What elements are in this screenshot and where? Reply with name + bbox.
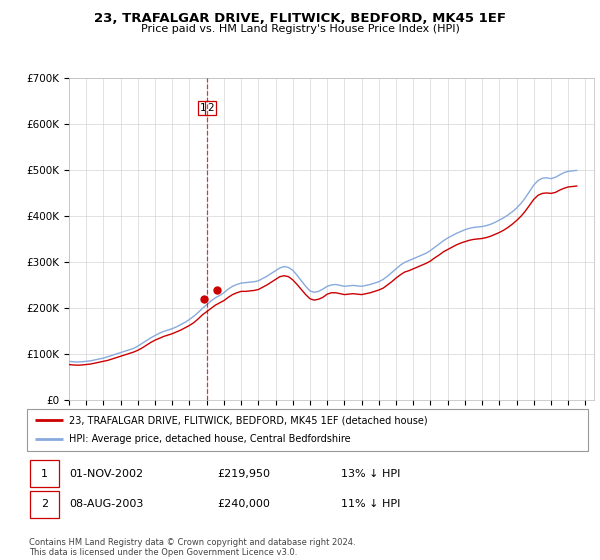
Bar: [30, 460, 59, 487]
Text: 08-AUG-2003: 08-AUG-2003: [69, 500, 143, 510]
Text: 01-NOV-2002: 01-NOV-2002: [69, 469, 143, 479]
Text: 1: 1: [41, 469, 48, 479]
Bar: [30, 491, 59, 518]
Text: Contains HM Land Registry data © Crown copyright and database right 2024.
This d: Contains HM Land Registry data © Crown c…: [29, 538, 355, 557]
Text: 23, TRAFALGAR DRIVE, FLITWICK, BEDFORD, MK45 1EF: 23, TRAFALGAR DRIVE, FLITWICK, BEDFORD, …: [94, 12, 506, 25]
Text: Price paid vs. HM Land Registry's House Price Index (HPI): Price paid vs. HM Land Registry's House …: [140, 24, 460, 34]
Text: 13% ↓ HPI: 13% ↓ HPI: [341, 469, 401, 479]
Text: HPI: Average price, detached house, Central Bedfordshire: HPI: Average price, detached house, Cent…: [69, 435, 350, 445]
Text: 1: 1: [200, 103, 207, 113]
Text: 2: 2: [41, 500, 48, 510]
Text: 11% ↓ HPI: 11% ↓ HPI: [341, 500, 401, 510]
Text: £219,950: £219,950: [218, 469, 271, 479]
Text: £240,000: £240,000: [218, 500, 271, 510]
Text: 2: 2: [207, 103, 214, 113]
Text: 23, TRAFALGAR DRIVE, FLITWICK, BEDFORD, MK45 1EF (detached house): 23, TRAFALGAR DRIVE, FLITWICK, BEDFORD, …: [69, 415, 428, 425]
